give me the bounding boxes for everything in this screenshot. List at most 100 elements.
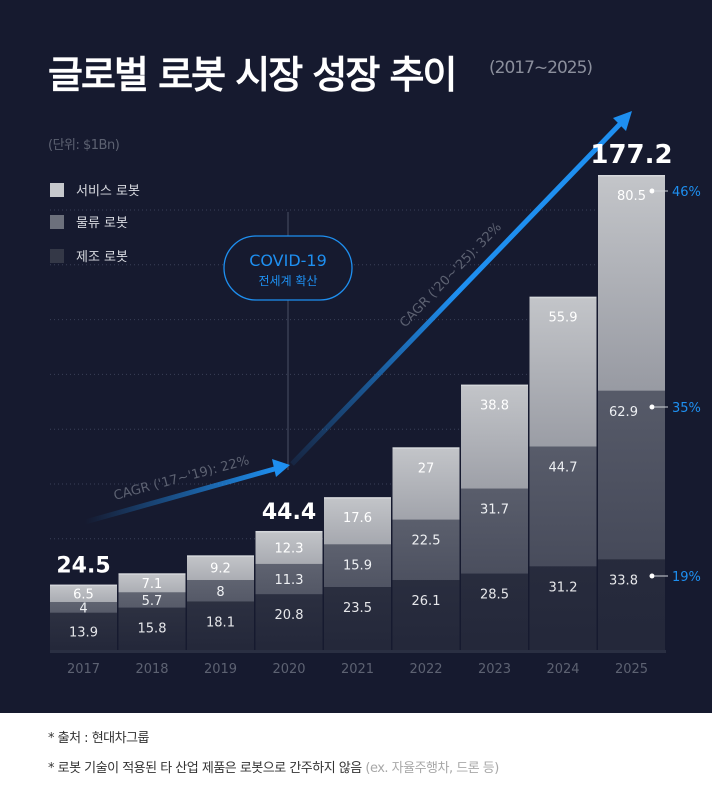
value-label: 7.1 [142, 577, 163, 592]
x-tick-label: 2018 [135, 662, 168, 677]
value-label: 22.5 [412, 534, 441, 549]
bar-2025: 33.8 62.9 80.5 [598, 175, 665, 650]
value-label: 23.5 [343, 601, 372, 616]
bar-shade [598, 175, 665, 650]
exclusion-text: * 로봇 기술이 적용된 타 산업 제품은 로봇으로 간주하지 않음 [48, 761, 362, 776]
bar-2017: 13.9 46.5 [50, 584, 117, 650]
bar-top-edge [598, 175, 665, 177]
x-tick-label: 2024 [546, 662, 579, 677]
bar-2022: 26.1 22.5 27 [392, 447, 460, 650]
value-label: 26.1 [412, 594, 441, 609]
arrow-head-icon [272, 459, 290, 477]
value-label: 12.3 [275, 541, 304, 556]
x-tick-label: 2025 [615, 662, 648, 677]
bar-shade [529, 296, 597, 650]
x-tick-label: 2020 [272, 662, 305, 677]
total-label: 177.2 [590, 140, 672, 170]
value-label: 11.3 [275, 573, 304, 588]
covid-title: COVID-19 [249, 251, 327, 270]
share-dot [649, 573, 655, 579]
bar-shade [461, 384, 528, 650]
value-label: 15.8 [138, 622, 167, 637]
x-tick-label: 2022 [409, 662, 442, 677]
value-label: 33.8 [609, 573, 638, 588]
bar-top-edge [118, 573, 186, 575]
total-labels: 24.5 44.4 177.2 [56, 140, 672, 579]
bar-2019: 18.1 8 9.2 [187, 555, 254, 650]
bar-2018: 15.8 5.7 7.1 [118, 573, 186, 650]
exclusion-example: (ex. 자율주행차, 드론 등) [365, 761, 499, 776]
value-label: 4 [79, 601, 87, 616]
share-label: 46% [672, 185, 701, 200]
bar-shade [392, 447, 460, 650]
legend-label: 물류 로봇 [76, 216, 128, 231]
bar-shade [50, 584, 117, 650]
bar-top-edge [324, 497, 391, 499]
value-label: 44.7 [549, 461, 578, 476]
exclusion-note: * 로봇 기술이 적용된 타 산업 제품은 로봇으로 간주하지 않음 (ex. … [48, 754, 499, 784]
value-label: 9.2 [210, 562, 231, 577]
bar-shade [255, 530, 323, 650]
share-dot [649, 188, 655, 194]
value-label: 8 [216, 585, 224, 600]
legend-swatch-service [50, 182, 64, 197]
legend-swatch-logistics [50, 214, 64, 229]
value-label: 28.5 [480, 588, 509, 603]
legend-label: 제조 로봇 [76, 250, 128, 265]
x-axis-labels: 2017 2018 2019 2020 2021 2022 2023 2024 2025 [67, 662, 648, 677]
bar-shade [324, 497, 391, 650]
covid-badge [223, 235, 353, 301]
value-label: 6.5 [73, 587, 94, 602]
value-label: 5.7 [142, 594, 163, 609]
page-subtitle: (2017~2025) [489, 58, 593, 78]
cagr-arrow-2 [290, 120, 624, 466]
unit-label: (단위: $1Bn) [48, 138, 120, 153]
total-label: 24.5 [56, 554, 110, 579]
share-dot [649, 404, 655, 410]
stacked-bar-chart: 13.9 46.5 15.8 5.7 7.1 18.1 8 9.2 20.8 11.3 12.3 23… [50, 111, 701, 677]
bar-top-edge [50, 584, 117, 587]
value-label: 38.8 [480, 399, 509, 414]
bars: 13.9 46.5 15.8 5.7 7.1 18.1 8 9.2 20.8 11.3 12.3 23… [50, 175, 665, 650]
total-label: 44.4 [262, 500, 316, 525]
x-tick-label: 2019 [204, 662, 237, 677]
x-tick-label: 2023 [478, 662, 511, 677]
value-label: 15.9 [343, 558, 372, 573]
bar-2021: 23.5 15.9 17.6 [324, 497, 391, 650]
covid-subtitle: 전세계 확산 [258, 274, 317, 288]
cagr-label-2: CAGR ('20~'25): 32% [397, 220, 505, 331]
share-labels: 46% 35% 19% [649, 185, 701, 585]
cagr-arrow-1 [84, 465, 279, 525]
legend-item-service: 서비스 로봇 [50, 180, 140, 199]
share-label: 19% [672, 570, 701, 585]
bar-top-edge [461, 384, 528, 387]
bar-top-edge [529, 296, 597, 299]
arrow-head-icon [613, 111, 632, 131]
x-tick-label: 2021 [341, 662, 374, 677]
share-label: 35% [672, 401, 701, 416]
legend-label: 서비스 로봇 [76, 184, 140, 199]
x-axis-line [50, 650, 666, 653]
value-label: 27 [418, 461, 435, 476]
legend-swatch-manufacturing [50, 248, 64, 263]
bar-2024: 31.2 44.7 55.9 [529, 296, 597, 650]
value-label: 62.9 [609, 405, 638, 420]
value-label: 31.7 [480, 503, 509, 518]
value-label: 31.2 [549, 580, 578, 595]
value-label: 13.9 [69, 625, 98, 640]
page-title: 글로벌 로봇 시장 성장 추이 [48, 53, 457, 97]
x-tick-label: 2017 [67, 662, 100, 677]
bar-shade [118, 573, 186, 650]
value-label: 20.8 [275, 608, 304, 623]
bar-top-edge [187, 555, 254, 557]
bar-top-edge [255, 530, 323, 533]
value-label: 17.6 [343, 511, 372, 526]
footer: * 출처 : 현대차그룹 * 로봇 기술이 적용된 타 산업 제품은 로봇으로 … [48, 724, 499, 784]
legend-item-manufacturing: 제조 로봇 [50, 246, 128, 265]
bar-2023: 28.5 31.7 38.8 [461, 384, 528, 650]
source-note: * 출처 : 현대차그룹 [48, 731, 149, 746]
bar-shade [187, 555, 254, 650]
value-label: 55.9 [549, 311, 578, 326]
value-label: 80.5 [617, 189, 646, 204]
bar-top-edge [392, 447, 460, 449]
